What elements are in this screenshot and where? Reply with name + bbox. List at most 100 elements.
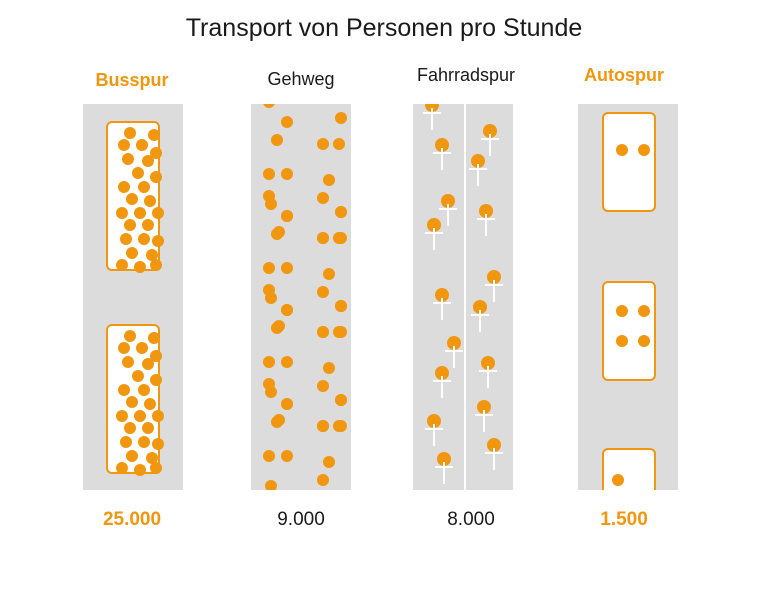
pedestrian-dot xyxy=(317,286,329,298)
cyclist-dot xyxy=(487,438,501,452)
pedestrian-dot xyxy=(281,398,293,410)
bike-frame-icon xyxy=(483,410,485,432)
car-icon xyxy=(602,448,656,490)
passenger-dot xyxy=(124,330,136,342)
pedestrian-dot xyxy=(333,232,345,244)
passenger-dot xyxy=(150,259,162,271)
car-icon xyxy=(602,281,656,381)
lane-autospur xyxy=(578,104,678,490)
passenger-dot xyxy=(124,127,136,139)
passenger-dot xyxy=(144,398,156,410)
passenger-dot xyxy=(138,233,150,245)
passenger-dot xyxy=(124,422,136,434)
cyclist-dot xyxy=(435,366,449,380)
passenger-dot xyxy=(132,370,144,382)
pedestrian-dot xyxy=(271,228,283,240)
occupant-dot xyxy=(616,305,628,317)
passenger-dot xyxy=(138,436,150,448)
bike-frame-icon xyxy=(431,108,433,130)
passenger-dot xyxy=(126,396,138,408)
passenger-dot xyxy=(144,195,156,207)
passenger-dot xyxy=(142,155,154,167)
occupant-dot xyxy=(616,144,628,156)
bike-frame-icon xyxy=(493,280,495,302)
bike-frame-icon xyxy=(441,298,443,320)
passenger-dot xyxy=(150,350,162,362)
occupant-dot xyxy=(638,305,650,317)
passenger-dot xyxy=(150,462,162,474)
passenger-dot xyxy=(136,342,148,354)
pedestrian-dot xyxy=(263,262,275,274)
passenger-dot xyxy=(122,356,134,368)
passenger-dot xyxy=(138,181,150,193)
bike-frame-icon xyxy=(433,424,435,446)
cyclist-dot xyxy=(435,288,449,302)
pedestrian-dot xyxy=(317,232,329,244)
car-icon xyxy=(602,112,656,212)
pedestrian-dot xyxy=(271,322,283,334)
passenger-dot xyxy=(136,139,148,151)
passenger-dot xyxy=(118,384,130,396)
passenger-dot xyxy=(142,422,154,434)
occupant-dot xyxy=(616,335,628,347)
bike-frame-icon xyxy=(493,448,495,470)
passenger-dot xyxy=(134,261,146,273)
pedestrian-dot xyxy=(335,300,347,312)
pedestrian-dot xyxy=(335,394,347,406)
lane-busspur xyxy=(83,104,183,490)
passenger-dot xyxy=(120,436,132,448)
lane-value-busspur: 25.000 xyxy=(102,509,162,530)
pedestrian-dot xyxy=(263,190,275,202)
lane-label-gehweg: Gehweg xyxy=(267,69,335,89)
cyclist-dot xyxy=(477,400,491,414)
pedestrian-dot xyxy=(333,138,345,150)
bike-lane-divider xyxy=(464,104,466,490)
pedestrian-dot xyxy=(263,104,275,108)
pedestrian-dot xyxy=(317,380,329,392)
passenger-dot xyxy=(118,181,130,193)
pedestrian-dot xyxy=(317,326,329,338)
cyclist-dot xyxy=(487,270,501,284)
pedestrian-dot xyxy=(281,356,293,368)
pedestrian-dot xyxy=(317,420,329,432)
lane-fahrradspur xyxy=(413,104,513,490)
cyclist-dot xyxy=(481,356,495,370)
cyclist-dot xyxy=(471,154,485,168)
pedestrian-dot xyxy=(281,168,293,180)
pedestrian-dot xyxy=(265,480,277,490)
cyclist-dot xyxy=(447,336,461,350)
bus-icon xyxy=(106,324,164,476)
pedestrian-dot xyxy=(333,420,345,432)
passenger-dot xyxy=(150,374,162,386)
bus-icon xyxy=(106,121,164,273)
occupant-dot xyxy=(638,335,650,347)
passenger-dot xyxy=(150,147,162,159)
passenger-dot xyxy=(142,219,154,231)
bike-frame-icon xyxy=(485,214,487,236)
passenger-dot xyxy=(122,153,134,165)
pedestrian-dot xyxy=(263,284,275,296)
passenger-dot xyxy=(148,332,160,344)
bike-frame-icon xyxy=(479,310,481,332)
pedestrian-dot xyxy=(333,326,345,338)
passenger-dot xyxy=(134,207,146,219)
cyclist-dot xyxy=(441,194,455,208)
passenger-dot xyxy=(152,207,164,219)
passenger-dot xyxy=(134,410,146,422)
lane-value-fahrradspur: 8.000 xyxy=(447,509,495,530)
passenger-dot xyxy=(124,219,136,231)
cyclist-dot xyxy=(435,138,449,152)
passenger-dot xyxy=(152,438,164,450)
cyclist-dot xyxy=(427,414,441,428)
passenger-dot xyxy=(150,171,162,183)
pedestrian-dot xyxy=(323,268,335,280)
lane-label-fahrradspur: Fahrradspur xyxy=(416,65,516,85)
chart-title: Transport von Personen pro Stunde xyxy=(185,14,583,42)
passenger-dot xyxy=(116,259,128,271)
lane-label-busspur: Busspur xyxy=(95,70,169,90)
bike-frame-icon xyxy=(487,366,489,388)
pedestrian-dot xyxy=(323,362,335,374)
pedestrian-dot xyxy=(317,138,329,150)
passenger-dot xyxy=(134,464,146,476)
pedestrian-dot xyxy=(323,174,335,186)
